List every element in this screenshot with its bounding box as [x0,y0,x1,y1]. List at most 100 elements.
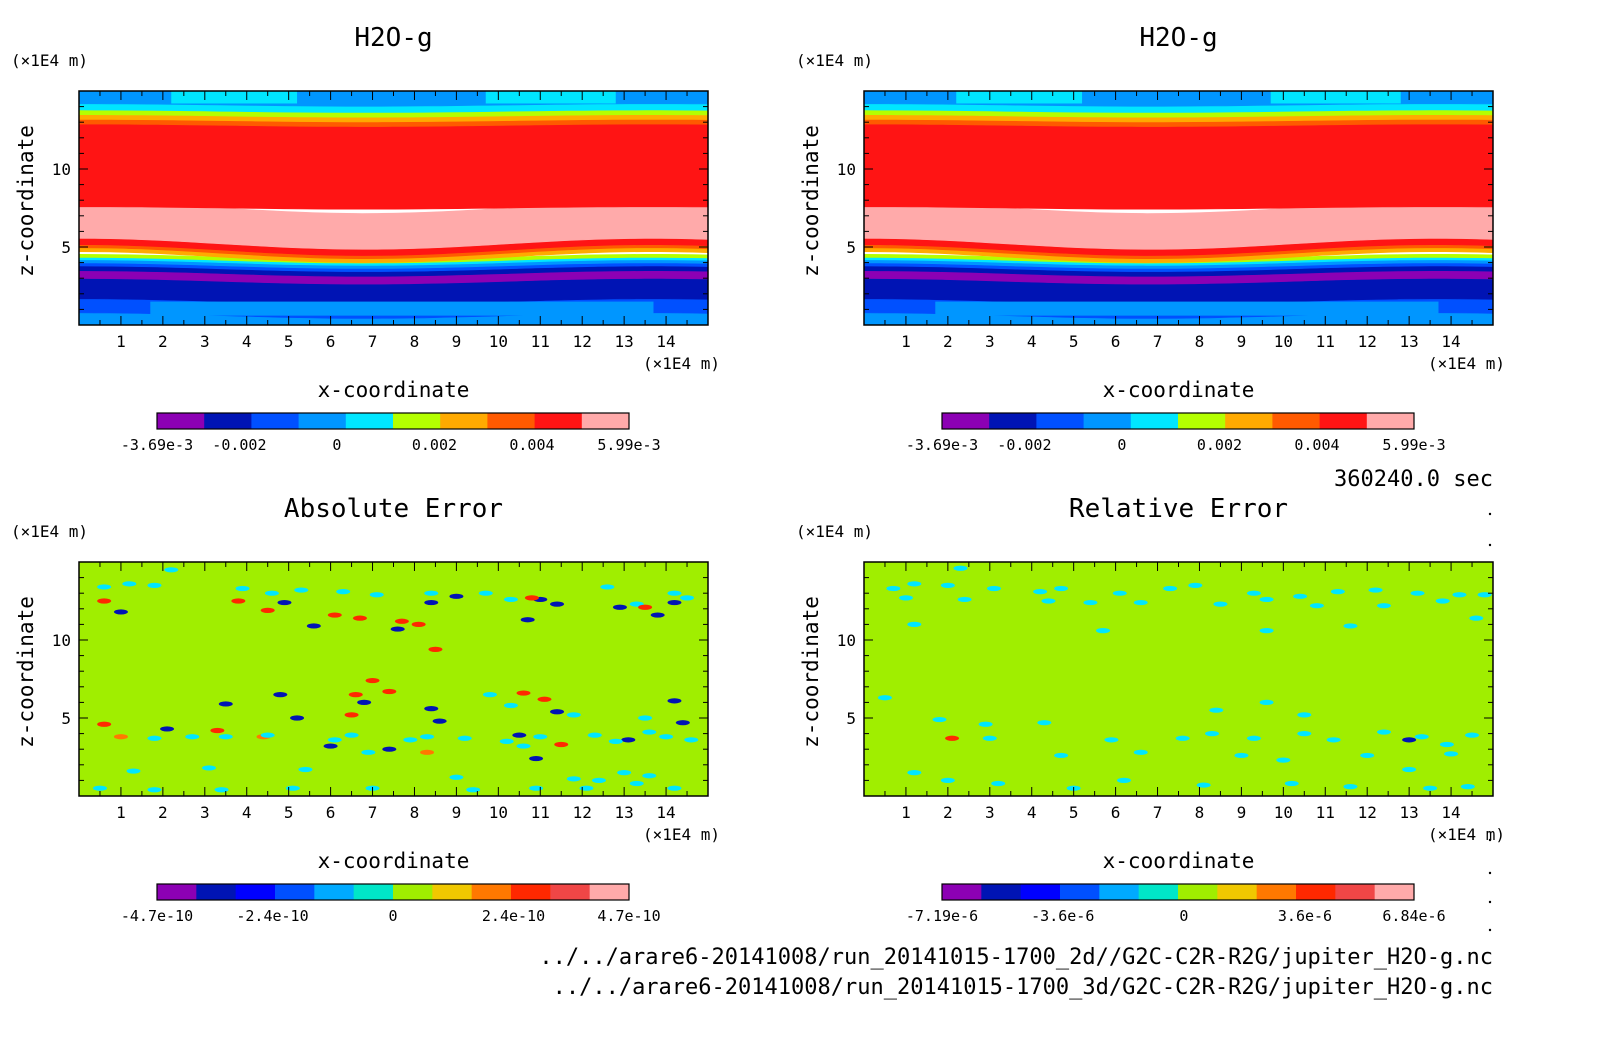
colorbar-label: -3.69e-3 [906,436,978,454]
speckle [260,732,275,738]
speckle [516,690,531,696]
speckle [1343,784,1358,790]
colorbar-label: -3.69e-3 [121,436,193,454]
speckle [1343,623,1358,629]
x-tick-label: 1 [116,803,126,822]
z-axis-label: z-coordinate [799,125,823,277]
colorbar-label: 4.7e-10 [597,907,660,925]
speckle [1460,784,1475,790]
colorbar-swatch [235,884,276,900]
speckle [982,735,997,741]
speckle [1368,587,1383,593]
speckle [147,735,162,741]
x-tick-label: 4 [1027,332,1037,351]
x-tick-label: 10 [1274,803,1293,822]
x-tick-label: 4 [1027,803,1037,822]
z-unit-label: (×1E4 m) [796,522,873,541]
speckle [1402,737,1417,743]
colorbar-label: 0 [1117,436,1126,454]
speckle [1360,752,1375,759]
speckle [1276,757,1291,763]
margin-dot [1488,512,1492,516]
speckle [298,766,313,773]
speckle [907,621,922,628]
x-tick-label: 6 [1111,332,1121,351]
x-tick-label: 12 [1358,332,1377,351]
speckle [499,738,514,745]
z-tick-label: 10 [837,160,856,179]
x-unit-label: (×1E4 m) [643,354,720,373]
colorbar-swatch [204,413,252,429]
plot-area [864,562,1493,796]
speckle [97,721,112,727]
x-tick-label: 5 [284,803,294,822]
panel-title: H2O-g [354,23,432,53]
speckle [503,702,518,709]
x-tick-label: 3 [985,332,995,351]
colorbar-swatch [1083,413,1132,429]
colorbar-swatch [393,413,441,429]
colorbar-label: -4.7e-10 [121,907,193,925]
contour-patch [956,91,1083,104]
speckle [97,598,112,604]
x-tick-label: 7 [1153,803,1163,822]
speckle [113,609,128,615]
speckle [185,734,200,740]
x-tick-label: 11 [1316,332,1335,351]
speckle [667,698,682,704]
speckle [1297,712,1312,718]
speckle [449,774,464,780]
speckle [945,735,960,741]
speckle [621,737,636,743]
colorbar-swatch [511,884,551,900]
speckle [420,749,435,755]
speckle [147,582,162,589]
x-axis-label: x-coordinate [318,378,470,402]
speckle [1196,782,1211,788]
speckle [1309,603,1324,609]
speckle [113,734,128,740]
x-tick-label: 6 [326,803,336,822]
speckle [537,696,552,702]
x-tick-label: 7 [368,803,378,822]
speckle [617,770,632,776]
z-unit-label: (×1E4 m) [11,51,88,70]
z-tick-label: 5 [846,709,856,728]
colorbar-label: -0.002 [997,436,1051,454]
x-tick-label: 13 [1400,332,1419,351]
speckle [164,567,179,573]
speckle [1096,628,1111,634]
speckle [1163,585,1178,592]
x-tick-label: 1 [901,332,911,351]
x-tick-label: 2 [158,332,168,351]
colorbar-label: -0.002 [212,436,266,454]
x-tick-label: 14 [656,803,675,822]
x-tick-label: 10 [489,803,508,822]
speckle [1213,601,1228,607]
speckle [907,770,922,776]
margin-dot [1488,543,1492,547]
x-tick-label: 4 [242,332,252,351]
x-unit-label: (×1E4 m) [1428,354,1505,373]
x-tick-label: 2 [943,332,953,351]
plot-area [79,91,708,325]
speckle [1284,780,1299,787]
speckle [659,734,674,740]
speckle [940,582,955,589]
x-tick-label: 8 [1195,332,1205,351]
speckle [1112,590,1127,596]
colorbar-label: 6.84e-6 [1382,907,1445,925]
colorbar-label: 3.6e-6 [1278,907,1332,925]
colorbar-swatch [581,413,630,429]
colorbar: -7.19e-6 -3.6e-6 0 3.6e-6 6.84e-6 [906,883,1446,925]
speckle [1435,598,1450,604]
x-tick-label: 9 [1237,803,1247,822]
speckle [424,706,439,712]
colorbar-label: 2.4e-10 [482,907,545,925]
speckle [306,623,321,629]
colorbar-label: 0 [332,436,341,454]
x-tick-label: 5 [1069,803,1079,822]
colorbar-swatch [1060,884,1100,900]
x-tick-label: 14 [1441,332,1460,351]
